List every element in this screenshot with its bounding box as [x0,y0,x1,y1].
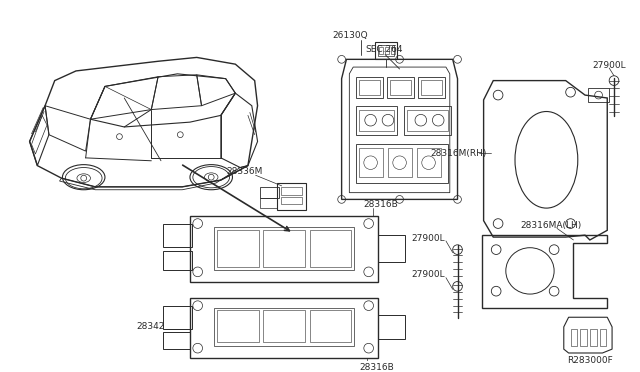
Text: 28316M(RH): 28316M(RH) [431,148,487,158]
Bar [387,77,414,98]
Bar [214,308,354,346]
Bar [264,311,305,342]
Bar [390,80,411,95]
Text: 26130Q: 26130Q [332,31,367,40]
Bar [590,329,596,346]
Bar [281,187,302,195]
Text: 28316B: 28316B [364,200,399,209]
Bar [277,183,306,210]
Bar [163,332,190,349]
Bar [163,224,192,247]
Bar [281,196,302,204]
Bar [378,315,405,340]
Text: SEC.264: SEC.264 [365,45,403,54]
Bar [259,187,279,198]
Bar [407,110,448,131]
Bar [190,216,378,282]
Bar [421,80,442,95]
Bar [588,88,609,102]
Bar [264,230,305,267]
Bar [359,110,394,131]
Bar [217,311,259,342]
Bar [600,329,606,346]
Bar [417,148,441,177]
Bar [163,251,192,270]
Bar [404,106,451,135]
Bar [385,47,389,54]
Bar [418,77,445,98]
Text: 27900L: 27900L [593,61,627,70]
Bar [376,42,397,60]
Bar [359,148,383,177]
Bar [163,306,192,329]
Text: 27900L: 27900L [411,270,445,279]
Bar [217,230,259,267]
Bar [391,47,395,54]
Bar [259,198,277,208]
Bar [214,227,354,270]
Bar [356,77,383,98]
Bar [570,329,577,346]
Bar [356,106,397,135]
Text: R283000F: R283000F [566,356,612,365]
Bar [388,148,412,177]
Text: 28316MA(LH): 28316MA(LH) [520,221,582,230]
Text: 28342: 28342 [137,323,165,331]
Bar [190,298,378,358]
Bar [356,144,448,183]
Bar [380,47,383,54]
Bar [359,80,380,95]
Bar [378,235,405,262]
Bar [580,329,587,346]
Bar [310,311,351,342]
Bar [310,230,351,267]
Bar [378,45,394,57]
Text: 28316B: 28316B [359,363,394,372]
Text: 28336M: 28336M [227,167,263,176]
Text: 27900L: 27900L [411,234,445,243]
